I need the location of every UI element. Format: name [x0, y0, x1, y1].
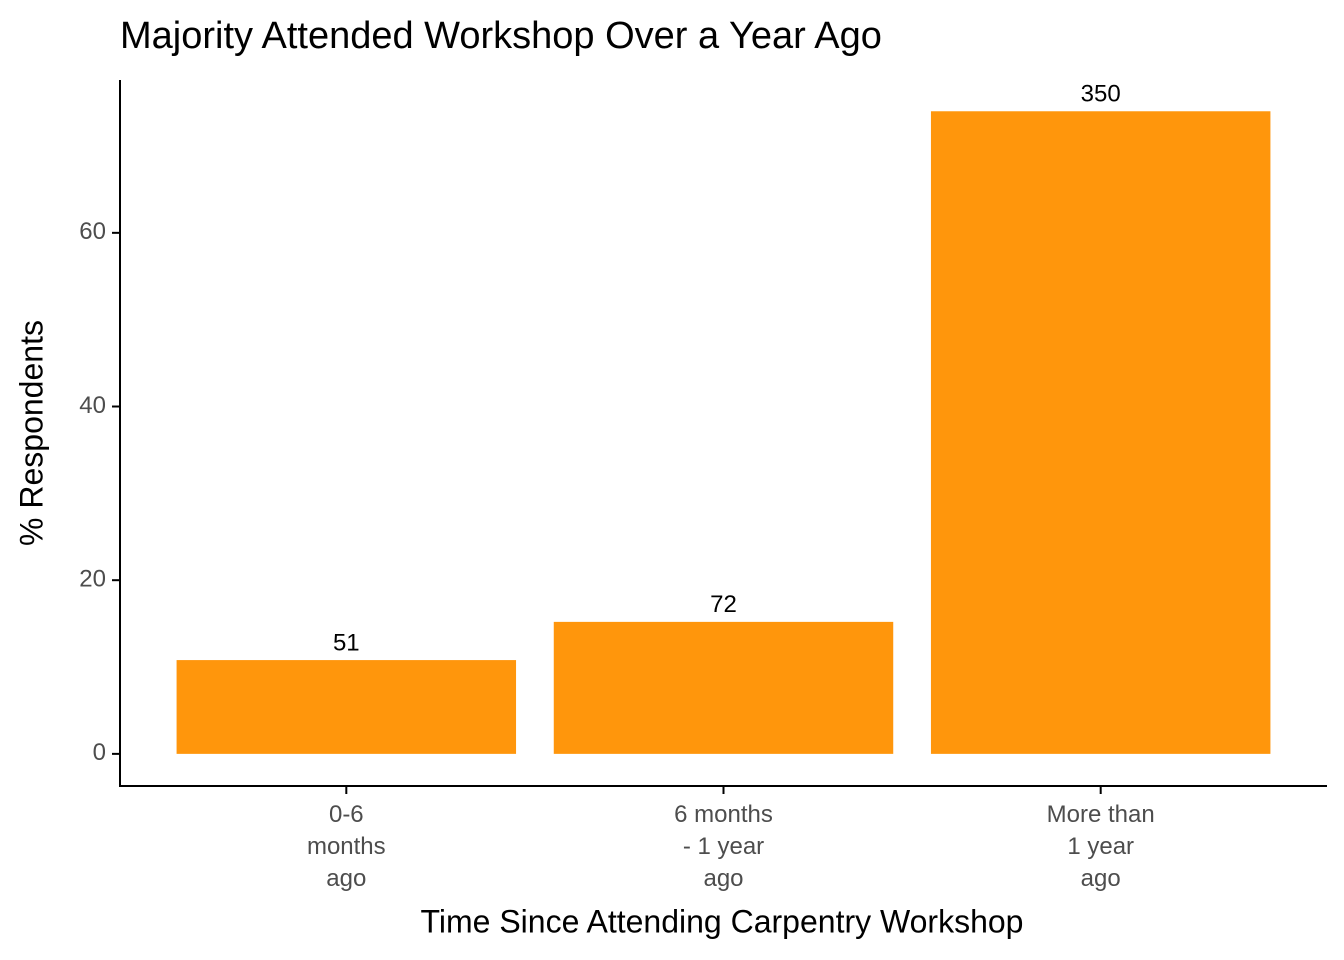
x-tick-label-line: 6 months — [674, 801, 773, 828]
x-tick-label-line: months — [307, 833, 386, 860]
data-label: 51 — [333, 629, 360, 656]
x-tick-label-line: More than — [1047, 801, 1155, 828]
x-tick-label: More than 1 year ago — [1047, 801, 1155, 892]
x-tick-label: 0-6 months ago — [307, 801, 386, 892]
y-tick-label: 20 — [79, 566, 106, 593]
x-tick-label-line: ago — [326, 865, 366, 892]
x-tick-label-line: ago — [1081, 865, 1121, 892]
x-tick-label-line: 1 year — [1067, 833, 1134, 860]
x-tick-label: 6 months - 1 year ago — [674, 801, 773, 892]
y-tick-label: 40 — [79, 392, 106, 419]
x-tick-label-line: ago — [703, 865, 743, 892]
data-label: 350 — [1081, 81, 1121, 108]
x-tick-label-line: 0-6 — [329, 801, 364, 828]
data-label: 72 — [710, 591, 737, 618]
y-axis-label: % Respondents — [13, 320, 49, 546]
bar — [176, 660, 517, 754]
y-tick-label: 0 — [93, 739, 106, 766]
x-axis-label: Time Since Attending Carpentry Workshop — [421, 903, 1024, 939]
bar — [930, 111, 1271, 754]
y-tick-label: 60 — [79, 218, 106, 245]
chart-title: Majority Attended Workshop Over a Year A… — [120, 15, 882, 57]
x-tick-label-line: - 1 year — [683, 833, 764, 860]
bar — [553, 621, 894, 754]
